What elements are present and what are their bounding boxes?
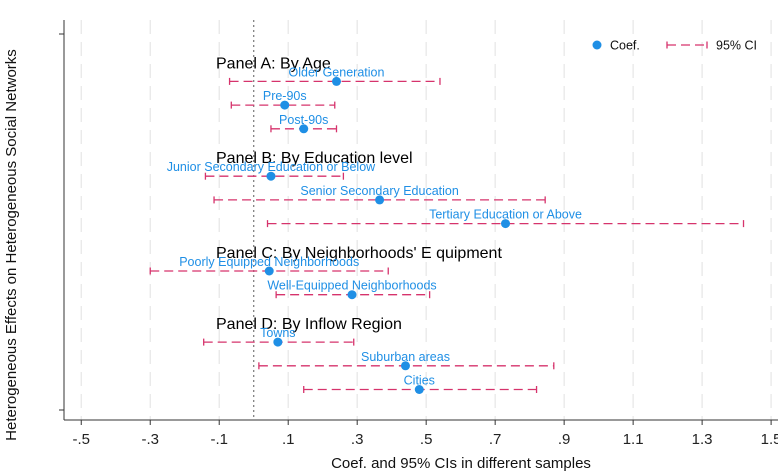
x-tick-label: -.3: [141, 431, 159, 448]
y-axis-title: Heterogeneous Effects on Heterogeneous S…: [3, 49, 20, 441]
point-label: Older Generation: [289, 65, 385, 79]
grid-layer: [80, 20, 772, 420]
panel-heading: Panel C: By Neighborhoods' E quipment: [216, 245, 502, 262]
x-tick-label: -.1: [210, 431, 228, 448]
coef-point: [347, 290, 357, 300]
legend-ci-label: 95% CI: [716, 39, 757, 53]
point-label: Post-90s: [279, 113, 328, 127]
coef-point: [400, 361, 410, 371]
coef-point: [299, 124, 309, 134]
coef-point: [273, 337, 283, 347]
x-axis-title: Coef. and 95% CIs in different samples: [331, 455, 591, 472]
point-label: Senior Secondary Education: [300, 184, 458, 198]
legend-coef-marker: [592, 40, 602, 50]
legend: Coef. 95% CI: [592, 39, 757, 53]
point-label: Cities: [404, 374, 435, 388]
point-label: Pre-90s: [263, 89, 307, 103]
coef-point: [375, 195, 385, 205]
coef-point: [264, 266, 274, 276]
point-label: Suburban areas: [361, 350, 450, 364]
coef-point: [501, 219, 511, 229]
coef-point: [280, 100, 290, 110]
point-label: Junior Secondary Education or Below: [167, 160, 376, 174]
axis-layer: -.5 -.3 -.1 .1 .3 .5 .7 .9 1.1 1.3 1.5: [59, 20, 778, 448]
x-tick-label: .3: [351, 431, 364, 448]
x-tick-label: -.5: [72, 431, 90, 448]
x-tick-label: .5: [420, 431, 433, 448]
coef-point: [266, 171, 276, 181]
coef-point: [414, 385, 424, 394]
x-tick-label: .1: [282, 431, 295, 448]
point-label: Tertiary Education or Above: [429, 208, 582, 222]
x-tick-label: .7: [489, 431, 502, 448]
x-tick-label: .9: [558, 431, 571, 448]
point-label: Well-Equipped Neighborhoods: [267, 279, 436, 293]
point-label: Poorly Equipped Neighborhoods: [179, 255, 359, 269]
x-tick-label: 1.1: [623, 431, 644, 448]
legend-coef-label: Coef.: [610, 39, 640, 53]
x-tick-label: 1.5: [761, 431, 778, 448]
x-tick-label: 1.3: [692, 431, 713, 448]
coef-point: [331, 76, 341, 86]
data-layer: Panel A: By Age Panel B: By Education lev…: [149, 55, 745, 394]
panel-heading: Panel A: By Age: [216, 55, 331, 72]
panel-heading: Panel D: By Inflow Region: [216, 316, 402, 333]
point-label: Towns: [260, 326, 295, 340]
panel-heading: Panel B: By Education level: [216, 150, 413, 167]
